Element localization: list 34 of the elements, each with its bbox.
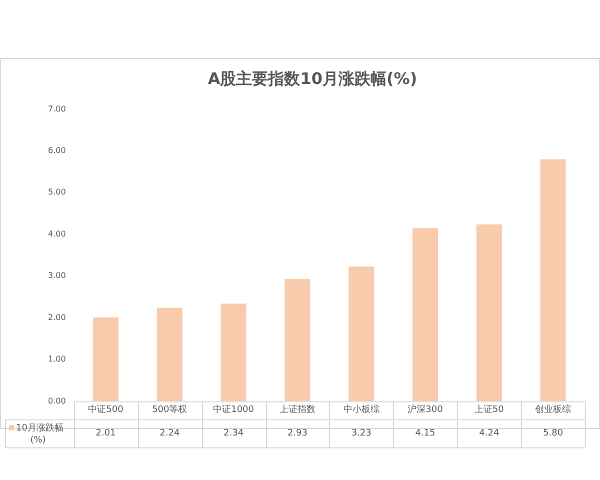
x-tick-label: 上证指数 — [279, 404, 316, 415]
data-label: 4.24 — [479, 428, 500, 439]
x-tick-label: 沪深300 — [408, 404, 444, 415]
data-label: 2.24 — [160, 428, 180, 439]
y-tick-label: 2.00 — [48, 312, 66, 322]
data-label: 2.34 — [224, 428, 244, 439]
bar — [156, 308, 182, 402]
data-label: 5.80 — [543, 428, 564, 439]
bar — [220, 304, 246, 402]
y-tick-label: 3.00 — [48, 271, 66, 280]
x-tick-label: 上证50 — [474, 404, 504, 415]
y-tick-label: 0.00 — [48, 396, 66, 406]
bar — [412, 228, 438, 402]
chart-title: A股主要指数10月涨跌幅(%) — [208, 68, 418, 88]
bar — [348, 266, 374, 402]
x-tick-label: 中小板综 — [343, 404, 380, 415]
legend-label: 10月涨跌幅(%) — [16, 422, 64, 446]
y-tick-label: 1.00 — [48, 354, 66, 364]
y-tick-label: 7.00 — [48, 104, 66, 114]
y-tick-label: 6.00 — [48, 146, 66, 155]
data-label: 2.01 — [96, 428, 116, 439]
bar — [476, 224, 502, 402]
bar — [92, 317, 119, 402]
x-tick-label: 中证1000 — [213, 404, 254, 415]
y-tick-label: 5.00 — [48, 188, 66, 197]
x-tick-label: 500等权 — [152, 404, 188, 415]
data-label: 4.15 — [415, 428, 436, 439]
data-label: 2.93 — [287, 428, 308, 439]
x-tick-label: 中证500 — [88, 404, 124, 415]
bar — [540, 159, 566, 402]
data-label: 3.23 — [351, 428, 372, 439]
y-tick-label: 4.00 — [48, 229, 66, 238]
bar — [284, 278, 310, 402]
x-tick-label: 创业板综 — [535, 404, 572, 415]
